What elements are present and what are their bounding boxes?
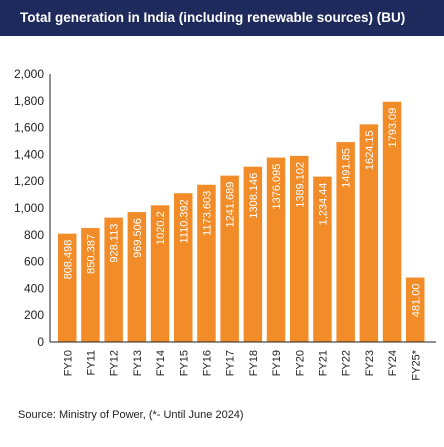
y-tick-label: 200: [24, 308, 44, 322]
bar-value-label: 1,234.44: [317, 183, 329, 226]
x-tick-label: FY13: [132, 350, 144, 376]
y-tick-label: 800: [24, 228, 44, 242]
x-tick-label: FY16: [201, 350, 213, 376]
bar: [127, 212, 147, 342]
x-tick-label: FY14: [155, 350, 167, 376]
x-tick-label: FY17: [225, 350, 237, 376]
header-bar: Total generation in India (including ren…: [0, 0, 444, 36]
chart-title: Total generation in India (including ren…: [20, 10, 406, 25]
x-tick-label: FY21: [317, 350, 329, 376]
bar: [81, 228, 100, 342]
x-tick-label: FY19: [271, 350, 283, 376]
y-tick-label: 1,000: [14, 201, 44, 215]
x-tick-label: FY23: [364, 350, 376, 376]
bar-value-label: 1793.09: [387, 108, 399, 148]
bar: [197, 184, 216, 342]
bar-value-label: 1308.146: [248, 173, 260, 219]
bar: [150, 205, 170, 342]
y-tick-label: 1,800: [14, 94, 44, 108]
x-tick-label: FY12: [109, 350, 121, 376]
bar: [174, 193, 193, 342]
y-tick-label: 1,400: [14, 147, 44, 161]
bar-value-label: 1020.2: [155, 211, 167, 245]
x-tick-label: FY15: [178, 350, 190, 376]
bar-value-label: 1173.603: [201, 191, 213, 236]
x-tick-label: FY10: [62, 350, 74, 376]
y-tick-label: 1,200: [14, 174, 44, 188]
y-tick-label: 1,600: [14, 121, 44, 135]
y-tick-label: 400: [24, 281, 44, 295]
x-tick-label: FY25*: [410, 349, 422, 380]
source-note: Source: Ministry of Power, (*- Until Jun…: [18, 409, 244, 421]
y-tick-label: 2,000: [14, 67, 44, 81]
bar: [406, 277, 425, 342]
bar: [266, 157, 286, 342]
bar: [58, 233, 77, 342]
bar-value-label: 808.498: [62, 240, 74, 280]
bar: [290, 155, 309, 342]
bar: [220, 175, 239, 342]
x-tick-label: FY20: [294, 350, 306, 376]
bar: [359, 124, 379, 343]
bar: [336, 142, 355, 342]
y-tick-label: 600: [24, 255, 44, 269]
bar-value-label: 1389.102: [294, 162, 306, 208]
bar-value-label: 928.113: [109, 224, 121, 263]
x-tick-label: FY22: [341, 350, 353, 376]
bar: [243, 166, 263, 342]
bar: [104, 217, 123, 342]
bar: [313, 176, 332, 342]
x-tick-label: FY18: [248, 350, 260, 376]
bar-value-label: 850.387: [85, 234, 97, 274]
x-tick-label: FY11: [85, 350, 97, 375]
bar-value-label: 1624.15: [364, 130, 376, 170]
bar: [382, 101, 402, 342]
bar-value-label: 481.00: [410, 284, 422, 318]
x-tick-label: FY24: [387, 350, 399, 376]
bar-value-label: 1376.095: [271, 164, 283, 210]
y-tick-label: 0: [37, 335, 44, 349]
bar-value-label: 1110.392: [178, 199, 190, 243]
bar-chart: 0 200 400 600 800 1,000 1,200 1,400 1,600 1,800 2,…: [14, 67, 436, 381]
bar-value-label: 1241.689: [225, 182, 237, 228]
bar-value-label: 1491.85: [341, 148, 353, 188]
bar-value-label: 969.506: [132, 218, 144, 258]
